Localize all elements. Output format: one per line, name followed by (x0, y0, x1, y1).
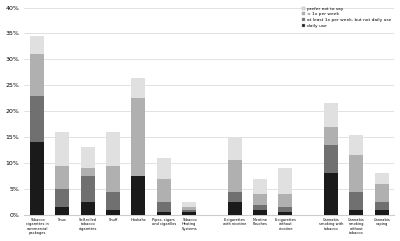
Bar (81, 168, 95, 176)
Bar (106, 132, 120, 166)
Bar (278, 212, 292, 215)
Bar (55, 166, 69, 189)
Bar (157, 179, 171, 202)
Bar (350, 210, 363, 215)
Bar (182, 207, 196, 210)
Bar (253, 210, 267, 215)
Bar (182, 212, 196, 215)
Bar (81, 202, 95, 215)
Bar (228, 192, 242, 202)
Bar (157, 202, 171, 212)
Bar (182, 210, 196, 212)
Bar (30, 142, 44, 215)
Bar (350, 134, 363, 155)
Bar (375, 184, 389, 202)
Bar (157, 158, 171, 179)
Bar (55, 132, 69, 166)
Bar (375, 202, 389, 210)
Bar (30, 36, 44, 54)
Bar (278, 168, 292, 194)
Bar (132, 176, 145, 215)
Bar (132, 78, 145, 98)
Bar (55, 189, 69, 207)
Bar (375, 210, 389, 215)
Bar (81, 176, 95, 202)
Bar (30, 54, 44, 96)
Bar (55, 207, 69, 215)
Bar (324, 127, 338, 145)
Bar (228, 161, 242, 192)
Bar (278, 207, 292, 212)
Bar (324, 145, 338, 174)
Bar (132, 98, 145, 176)
Bar (324, 174, 338, 215)
Bar (375, 174, 389, 184)
Legend: prefer not to say, < 1x per week, at least 1x per week, but not daily use, daily: prefer not to say, < 1x per week, at lea… (301, 6, 392, 28)
Bar (106, 166, 120, 192)
Bar (228, 137, 242, 161)
Bar (106, 210, 120, 215)
Bar (253, 194, 267, 205)
Bar (350, 192, 363, 210)
Bar (278, 194, 292, 207)
Bar (182, 202, 196, 207)
Bar (253, 205, 267, 210)
Bar (157, 212, 171, 215)
Bar (253, 179, 267, 194)
Bar (106, 192, 120, 210)
Bar (228, 202, 242, 215)
Bar (30, 96, 44, 142)
Bar (81, 147, 95, 168)
Bar (324, 103, 338, 127)
Bar (350, 155, 363, 192)
